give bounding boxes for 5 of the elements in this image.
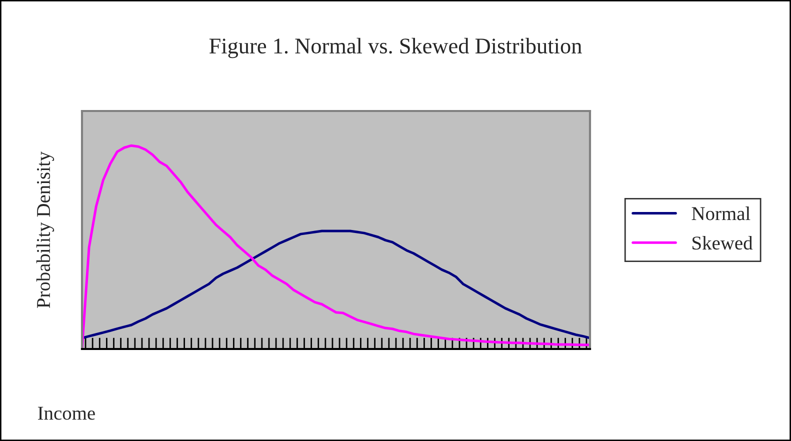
legend-label: Skewed [692, 236, 753, 250]
y-axis-title: Probability Denisity [36, 151, 54, 308]
legend-label: Normal [692, 206, 750, 220]
chart-title: Figure 1. Normal vs. Skewed Distribution [209, 38, 582, 58]
x-axis-title: Income [38, 406, 95, 420]
